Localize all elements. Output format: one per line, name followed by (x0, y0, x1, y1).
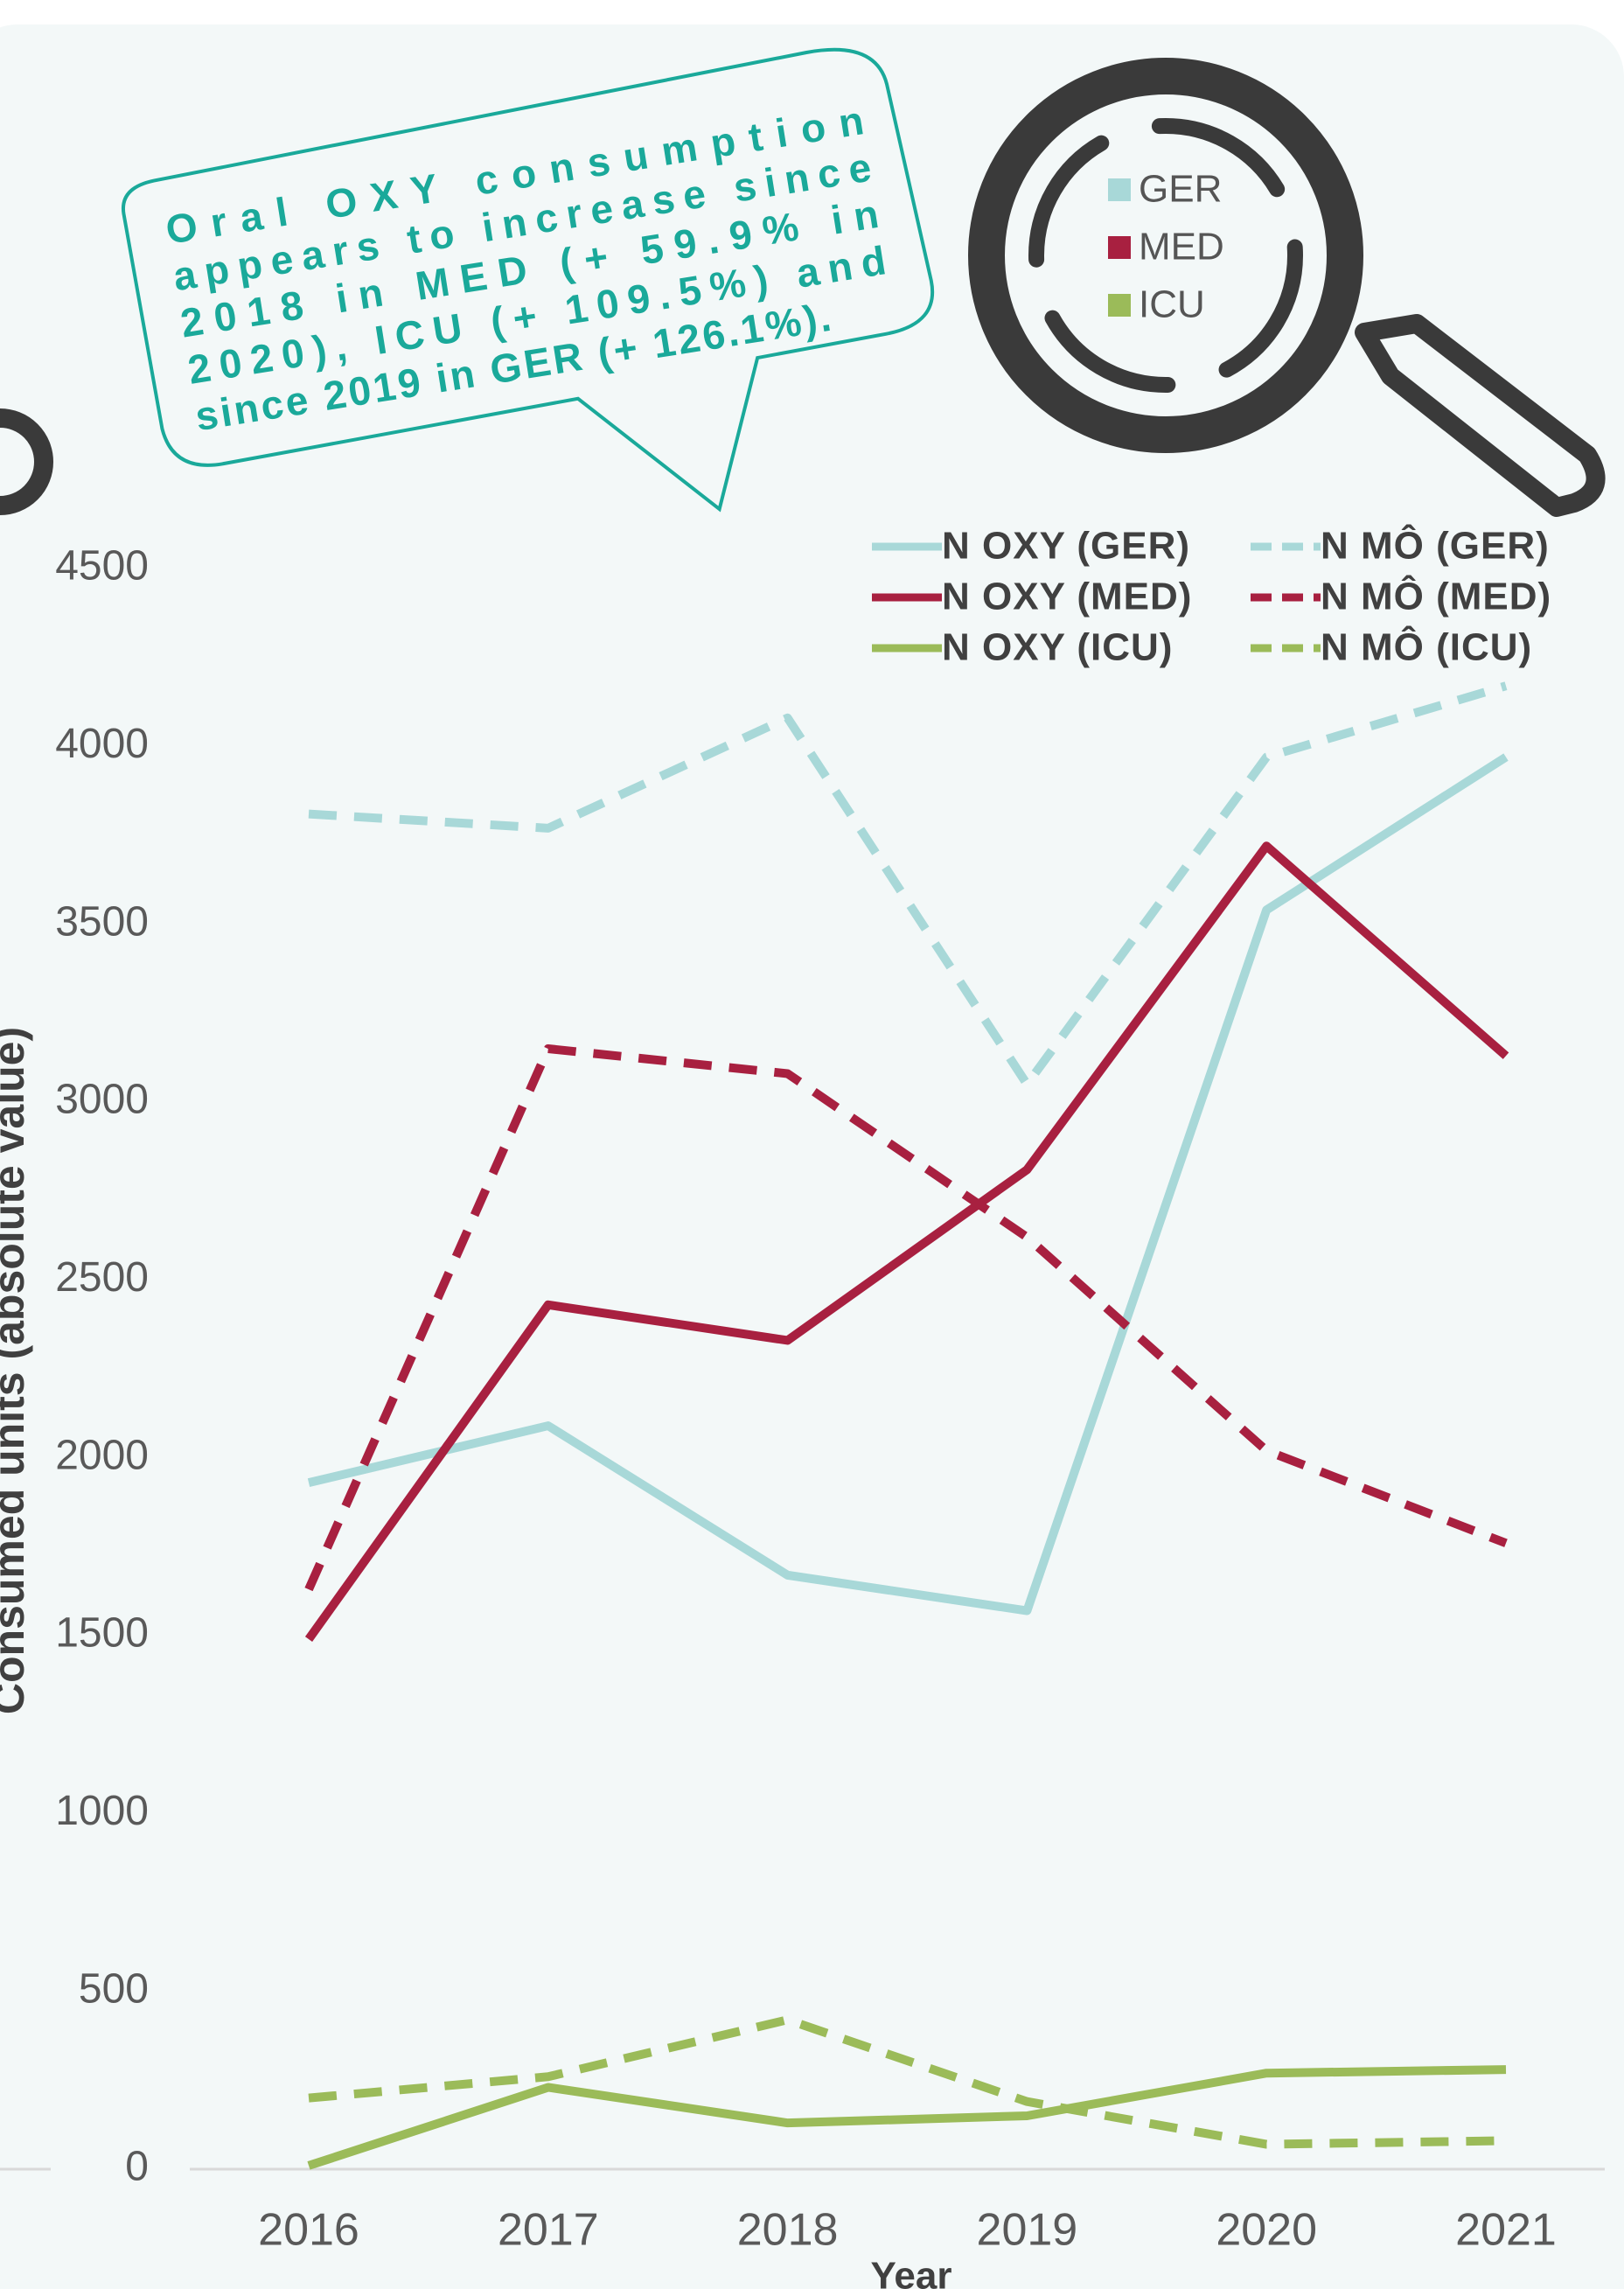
x-tick-label: 2017 (498, 2205, 599, 2256)
y-tick-label: 2500 (55, 1254, 149, 1301)
series-line (304, 1044, 1508, 1592)
magnifier-handle (1355, 314, 1606, 517)
icon-legend-swatch (1108, 294, 1131, 317)
y-tick-label: 3000 (55, 1077, 149, 1123)
y-tick-label: 1000 (55, 1788, 149, 1834)
series-line (308, 681, 1508, 1089)
magnifier: GER MED ICU (968, 58, 1606, 517)
icon-legend-label: ICU (1139, 283, 1205, 326)
y-tick-label: 4000 (55, 721, 149, 767)
callout-bubble (121, 47, 935, 513)
y-tick-label: 3500 (55, 898, 149, 945)
x-axis-title: Year (871, 2255, 952, 2289)
legend-label: N MÔ (MED) (1321, 574, 1551, 618)
y-tick-label: 2000 (55, 1432, 149, 1478)
icon-legend-label: GER (1139, 168, 1222, 211)
legend-label: N OXY (ICU) (942, 626, 1173, 669)
series-line (304, 841, 1509, 1642)
x-tick-label: 2020 (1216, 2205, 1317, 2256)
y-tick-label: 500 (79, 1965, 149, 2012)
y-tick-label: 4500 (55, 543, 149, 590)
y-tick-label: 1500 (55, 1610, 149, 1657)
legend-label: N OXY (MED) (942, 576, 1192, 618)
icon-legend-label: MED (1139, 226, 1224, 269)
icon-fragment (0, 408, 53, 515)
icon-legend-swatch (1108, 236, 1131, 259)
legend-label: N MÔ (ICU) (1321, 625, 1532, 669)
legend-label: N OXY (GER) (942, 525, 1190, 568)
series-line (307, 2065, 1507, 2170)
magnifier-inner (1028, 118, 1303, 393)
x-tick-label: 2018 (737, 2205, 839, 2256)
x-tick-label: 2016 (258, 2205, 359, 2256)
y-axis-title: Consumed units (absolute value) (0, 1027, 33, 1714)
x-tick-label: 2019 (977, 2205, 1078, 2256)
legend-label: N MÔ (GER) (1321, 523, 1550, 568)
icon-legend-swatch (1108, 178, 1131, 201)
panel (0, 24, 1624, 2289)
series-line (308, 2015, 1507, 2149)
y-tick-label: 0 (125, 2144, 149, 2190)
x-tick-label: 2021 (1455, 2205, 1557, 2256)
